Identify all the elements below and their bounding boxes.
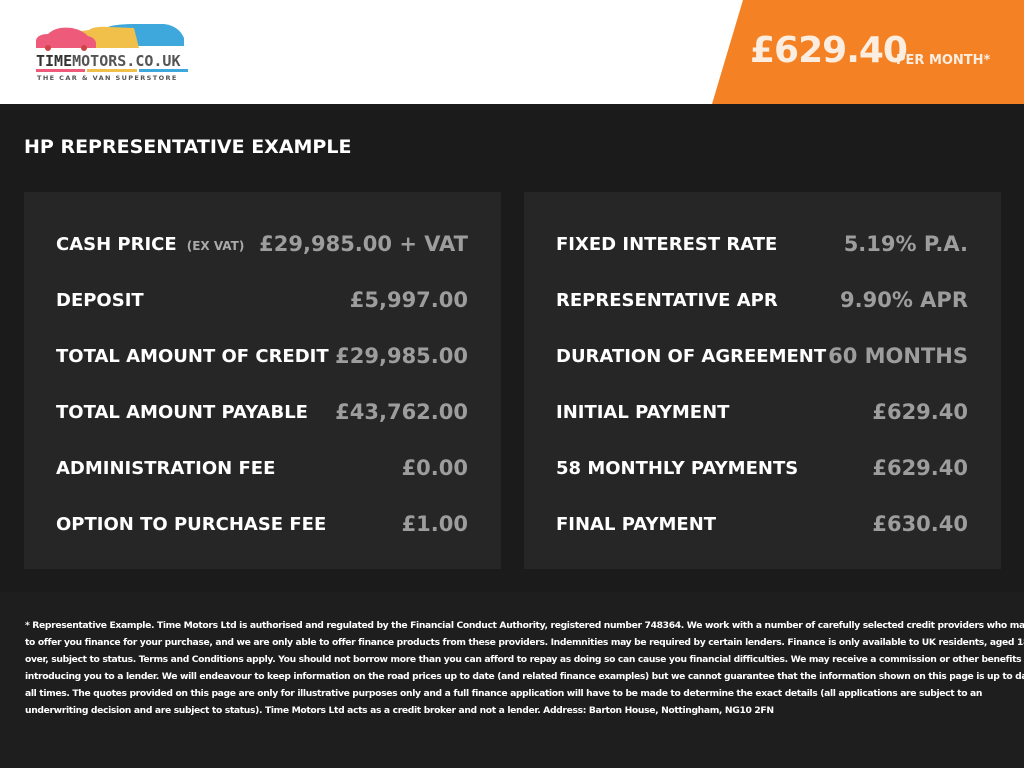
row-value: 5.19% P.A.: [843, 232, 968, 256]
vehicles-logo-icon: [36, 24, 184, 51]
disclaimer-line: over, subject to status. Terms and Condi…: [25, 654, 1024, 666]
finance-panel-left: CASH PRICE (EX VAT) £29,985.00 + VAT DEPOSI…: [24, 192, 501, 569]
finance-row: TOTAL AMOUNT OF CREDIT £29,985.00: [56, 341, 468, 371]
logo-tagline: THE CAR & VAN SUPERSTORE: [37, 74, 178, 82]
row-label: FIXED INTEREST RATE: [556, 233, 778, 255]
row-label: FINAL PAYMENT: [556, 513, 717, 535]
disclaimer-line: introducing you to a lender. We will end…: [25, 671, 1024, 683]
row-label: TOTAL AMOUNT PAYABLE: [56, 401, 308, 423]
row-value: £29,985.00 + VAT: [259, 232, 468, 256]
row-value: £1.00: [401, 512, 468, 536]
disclaimer-line: underwriting decision and are subject to…: [25, 705, 774, 717]
finance-row: CASH PRICE (EX VAT) £29,985.00 + VAT: [56, 229, 468, 259]
row-label: DURATION OF AGREEMENT: [556, 345, 827, 367]
row-label: 58 MONTHLY PAYMENTS: [556, 457, 799, 479]
price-banner: [712, 0, 1024, 104]
finance-row: 58 MONTHLY PAYMENTS £629.40: [556, 453, 968, 483]
disclaimer-line: all times. The quotes provided on this p…: [25, 688, 983, 700]
row-value: £43,762.00: [335, 400, 468, 424]
footer: [0, 592, 1024, 768]
row-value: 60 MONTHS: [828, 344, 968, 368]
logo-color-bars: [36, 69, 188, 72]
row-value: 9.90% APR: [840, 288, 968, 312]
row-value: £629.40: [872, 400, 968, 424]
row-label: INITIAL PAYMENT: [556, 401, 730, 423]
section-title: HP REPRESENTATIVE EXAMPLE: [24, 136, 352, 158]
per-month-label: PER MONTH*: [896, 53, 991, 68]
row-label: OPTION TO PURCHASE FEE: [56, 513, 327, 535]
header: TIMEMOTORS.CO.UK THE CAR & VAN SUPERSTOR…: [0, 0, 1024, 104]
disclaimer-line: to offer you finance for your purchase, …: [25, 637, 1024, 649]
row-value: £5,997.00: [349, 288, 468, 312]
row-value: £630.40: [872, 512, 968, 536]
finance-row: DURATION OF AGREEMENT 60 MONTHS: [556, 341, 968, 371]
row-value: £29,985.00: [335, 344, 468, 368]
finance-row: TOTAL AMOUNT PAYABLE £43,762.00: [56, 397, 468, 427]
row-value: £629.40: [872, 456, 968, 480]
row-label: TOTAL AMOUNT OF CREDIT: [56, 345, 329, 367]
finance-row: FIXED INTEREST RATE 5.19% P.A.: [556, 229, 968, 259]
finance-row: INITIAL PAYMENT £629.40: [556, 397, 968, 427]
finance-row: DEPOSIT £5,997.00: [56, 285, 468, 315]
disclaimer: * Representative Example. Time Motors Lt…: [25, 617, 1024, 720]
row-value: £0.00: [401, 456, 468, 480]
row-note: (EX VAT): [186, 238, 245, 253]
disclaimer-line: * Representative Example. Time Motors Lt…: [25, 620, 1024, 631]
row-label: ADMINISTRATION FEE: [56, 457, 276, 479]
finance-row: FINAL PAYMENT £630.40: [556, 509, 968, 539]
finance-row: REPRESENTATIVE APR 9.90% APR: [556, 285, 968, 315]
finance-row: OPTION TO PURCHASE FEE £1.00: [56, 509, 468, 539]
finance-panel-right: FIXED INTEREST RATE 5.19% P.A. REPRESENTAT…: [524, 192, 1001, 569]
monthly-price: £629.40: [750, 30, 908, 71]
finance-row: ADMINISTRATION FEE £0.00: [56, 453, 468, 483]
row-label: REPRESENTATIVE APR: [556, 289, 778, 311]
row-label: DEPOSIT: [56, 289, 144, 311]
logo-wordmark: TIMEMOTORS.CO.UK: [36, 52, 181, 70]
row-label: CASH PRICE (EX VAT): [56, 233, 245, 255]
time-motors-logo[interactable]: TIMEMOTORS.CO.UK THE CAR & VAN SUPERSTOR…: [34, 22, 190, 84]
